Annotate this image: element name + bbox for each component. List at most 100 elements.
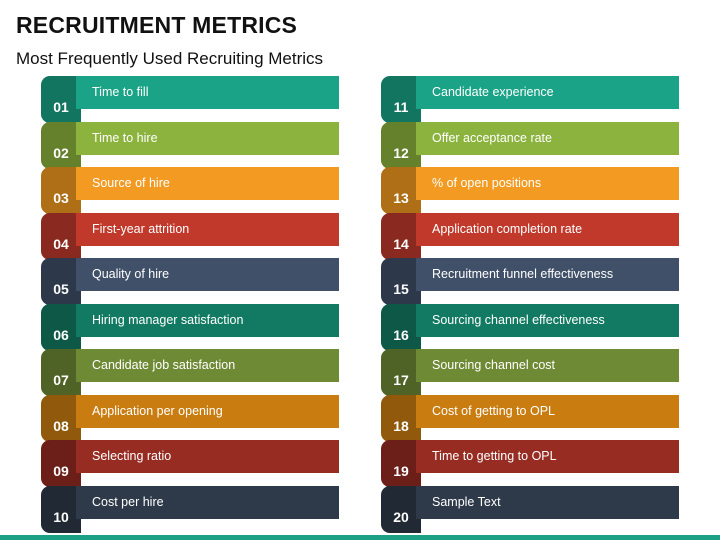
metric-number: 17 bbox=[393, 372, 409, 388]
metric-number: 12 bbox=[393, 144, 409, 161]
number-tab bbox=[41, 349, 81, 396]
metric-label: First-year attrition bbox=[76, 212, 339, 246]
metric-label: % of open positions bbox=[416, 167, 679, 200]
metric-label: Selecting ratio bbox=[76, 440, 339, 473]
metric-label: Offer acceptance rate bbox=[416, 121, 679, 155]
metric-item: Sample Text 20 bbox=[381, 485, 679, 533]
metric-item: Application per opening 08 bbox=[41, 394, 339, 442]
number-tab-shade bbox=[381, 167, 421, 214]
number-tab-shade bbox=[381, 394, 421, 442]
metric-item: Application completion rate 14 bbox=[381, 212, 679, 260]
metric-item: % of open positions 13 bbox=[381, 167, 679, 214]
number-tab bbox=[381, 212, 421, 260]
metric-item: Offer acceptance rate 12 bbox=[381, 121, 679, 169]
metric-number: 09 bbox=[53, 463, 69, 479]
number-tab-shade bbox=[41, 349, 81, 396]
metric-number: 13 bbox=[393, 190, 409, 206]
number-tab-shade bbox=[381, 121, 421, 169]
number-tab-shade bbox=[381, 349, 421, 396]
slide-subtitle: Most Frequently Used Recruiting Metrics bbox=[16, 49, 324, 68]
metric-label: Application per opening bbox=[76, 394, 339, 428]
number-tab bbox=[41, 258, 81, 305]
metric-label: Quality of hire bbox=[76, 258, 339, 291]
number-tab-shade bbox=[381, 212, 421, 260]
number-tab bbox=[381, 303, 421, 351]
metric-item: Source of hire 03 bbox=[41, 167, 339, 214]
metric-label: Time to getting to OPL bbox=[416, 440, 679, 473]
metric-item: Time to getting to OPL 19 bbox=[381, 440, 679, 487]
metrics-column-left: Time to fill 01 Time to hire 02 Source of … bbox=[41, 76, 339, 533]
number-tab-shade bbox=[41, 258, 81, 305]
metric-number: 05 bbox=[53, 281, 69, 297]
number-tab bbox=[41, 303, 81, 351]
number-tab bbox=[381, 394, 421, 442]
metric-label: Recruitment funnel effectiveness bbox=[416, 258, 679, 291]
metric-item: Selecting ratio 09 bbox=[41, 440, 339, 487]
number-tab bbox=[41, 394, 81, 442]
number-tab bbox=[41, 485, 81, 533]
number-tab-shade bbox=[41, 394, 81, 442]
metric-item: Hiring manager satisfaction 06 bbox=[41, 303, 339, 351]
number-tab bbox=[41, 121, 81, 169]
metric-item: Time to hire 02 bbox=[41, 121, 339, 169]
metric-label: Sourcing channel effectiveness bbox=[416, 303, 679, 337]
number-tab bbox=[381, 485, 421, 533]
number-tab-shade bbox=[381, 76, 421, 123]
metric-item: Candidate experience 11 bbox=[381, 76, 679, 123]
number-tab bbox=[41, 440, 81, 487]
number-tab-shade bbox=[381, 440, 421, 487]
metric-item: Time to fill 01 bbox=[41, 76, 339, 123]
metric-label: Cost per hire bbox=[76, 485, 339, 519]
metric-number: 18 bbox=[393, 417, 409, 434]
metric-number: 03 bbox=[53, 190, 69, 206]
metrics-column-right: Candidate experience 11 Offer acceptance … bbox=[381, 76, 679, 533]
number-tab bbox=[381, 349, 421, 396]
bottom-accent-bar bbox=[0, 535, 720, 540]
number-tab bbox=[381, 440, 421, 487]
metric-number: 10 bbox=[53, 508, 69, 525]
metric-label: Time to fill bbox=[76, 76, 339, 109]
metric-item: Cost per hire 10 bbox=[41, 485, 339, 533]
metric-number: 02 bbox=[53, 144, 69, 161]
number-tab-shade bbox=[41, 212, 81, 260]
number-tab-shade bbox=[41, 485, 81, 533]
metric-label: Sample Text bbox=[416, 485, 679, 519]
metric-number: 14 bbox=[393, 235, 409, 252]
number-tab-shade bbox=[41, 303, 81, 351]
metric-label: Candidate job satisfaction bbox=[76, 349, 339, 382]
metric-number: 20 bbox=[393, 508, 409, 525]
metric-item: Sourcing channel effectiveness 16 bbox=[381, 303, 679, 351]
number-tab bbox=[381, 76, 421, 123]
metric-number: 16 bbox=[393, 326, 409, 343]
number-tab-shade bbox=[41, 440, 81, 487]
metric-label: Cost of getting to OPL bbox=[416, 394, 679, 428]
metric-label: Application completion rate bbox=[416, 212, 679, 246]
number-tab-shade bbox=[381, 258, 421, 305]
metric-number: 01 bbox=[53, 99, 69, 115]
metric-number: 04 bbox=[53, 235, 69, 252]
metric-number: 19 bbox=[393, 463, 409, 479]
metric-item: Recruitment funnel effectiveness 15 bbox=[381, 258, 679, 305]
metric-label: Source of hire bbox=[76, 167, 339, 200]
metric-number: 06 bbox=[53, 326, 69, 343]
metric-label: Candidate experience bbox=[416, 76, 679, 109]
metric-label: Sourcing channel cost bbox=[416, 349, 679, 382]
metric-number: 08 bbox=[53, 417, 69, 434]
metric-item: Quality of hire 05 bbox=[41, 258, 339, 305]
metric-item: First-year attrition 04 bbox=[41, 212, 339, 260]
number-tab bbox=[41, 167, 81, 214]
number-tab-shade bbox=[41, 121, 81, 169]
number-tab-shade bbox=[41, 76, 81, 123]
number-tab bbox=[41, 76, 81, 123]
number-tab-shade bbox=[381, 485, 421, 533]
metric-item: Cost of getting to OPL 18 bbox=[381, 394, 679, 442]
number-tab bbox=[41, 212, 81, 260]
number-tab bbox=[381, 258, 421, 305]
number-tab-shade bbox=[381, 303, 421, 351]
slide-title: RECRUITMENT METRICS bbox=[16, 12, 298, 38]
metric-number: 07 bbox=[53, 372, 69, 388]
number-tab bbox=[381, 121, 421, 169]
number-tab bbox=[381, 167, 421, 214]
metric-label: Hiring manager satisfaction bbox=[76, 303, 339, 337]
metric-item: Candidate job satisfaction 07 bbox=[41, 349, 339, 396]
